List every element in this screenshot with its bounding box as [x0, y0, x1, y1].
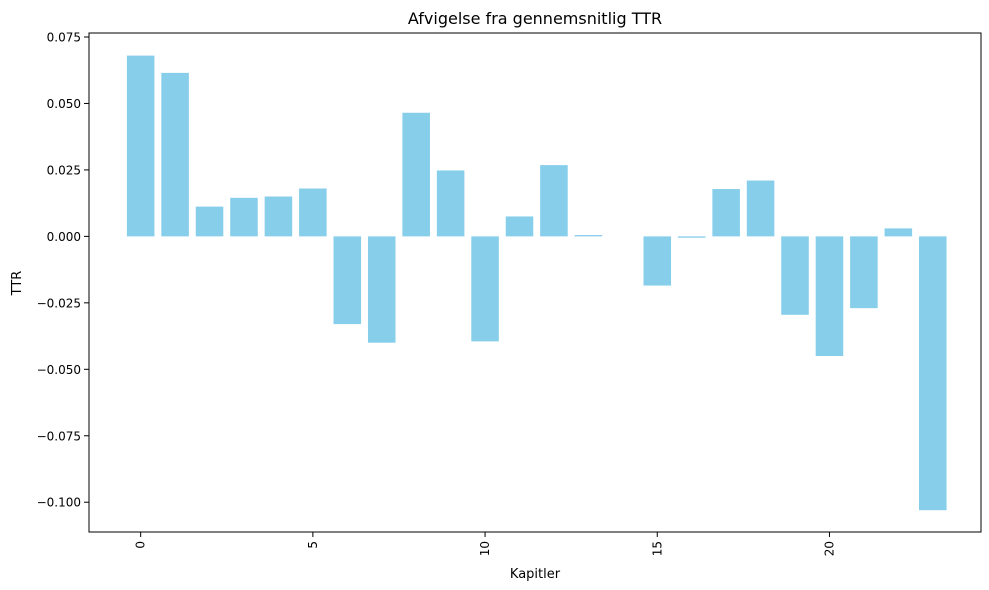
- y-tick-label: 0.000: [47, 230, 81, 244]
- y-tick-label: −0.025: [37, 296, 81, 310]
- y-tick-label: −0.075: [37, 429, 81, 443]
- bars-group: [126, 55, 947, 511]
- bar-10: [471, 236, 499, 342]
- bar-9: [436, 170, 465, 237]
- bar-16: [677, 236, 706, 238]
- bar-2: [195, 206, 224, 237]
- x-tick-label: 5: [306, 541, 320, 549]
- x-axis-label: Kapitler: [510, 567, 561, 582]
- y-axis-label: TTR: [10, 271, 25, 297]
- y-tick-label: −0.050: [37, 363, 81, 377]
- x-tick-label: 10: [478, 541, 492, 556]
- bar-18: [746, 180, 775, 237]
- bar-13: [574, 235, 603, 237]
- x-ticks-group: 0 5 10 15 20: [134, 532, 836, 556]
- bar-21: [850, 236, 878, 309]
- x-tick-label: 20: [822, 541, 836, 556]
- bar-15: [643, 236, 672, 286]
- bar-17: [712, 189, 740, 237]
- bar-6: [333, 236, 362, 325]
- plot-frame: [88, 32, 982, 533]
- y-tick-label: 0.075: [47, 30, 81, 44]
- y-tick-label: 0.025: [47, 163, 81, 177]
- y-tick-label: 0.050: [47, 97, 81, 111]
- bar-11: [505, 216, 534, 237]
- bar-20: [815, 236, 844, 357]
- bar-4: [264, 196, 293, 237]
- x-tick-label: 0: [134, 541, 148, 549]
- x-tick-label: 15: [650, 541, 664, 556]
- chart-title: Afvigelse fra gennemsnitlig TTR: [408, 9, 662, 28]
- bar-1: [161, 72, 189, 237]
- bar-23: [919, 236, 947, 511]
- bar-19: [781, 236, 809, 315]
- bar-12: [540, 165, 568, 237]
- bar-8: [402, 112, 430, 237]
- bar-0: [126, 55, 155, 237]
- bar-22: [884, 228, 913, 237]
- y-ticks-group: 0.075 0.050 0.025 0.000 −0.025 −0.050 −0.075 −0…: [37, 30, 89, 510]
- bar-7: [367, 236, 396, 343]
- y-tick-label: −0.100: [37, 496, 81, 510]
- bar-5: [299, 188, 327, 237]
- bar-3: [230, 197, 258, 237]
